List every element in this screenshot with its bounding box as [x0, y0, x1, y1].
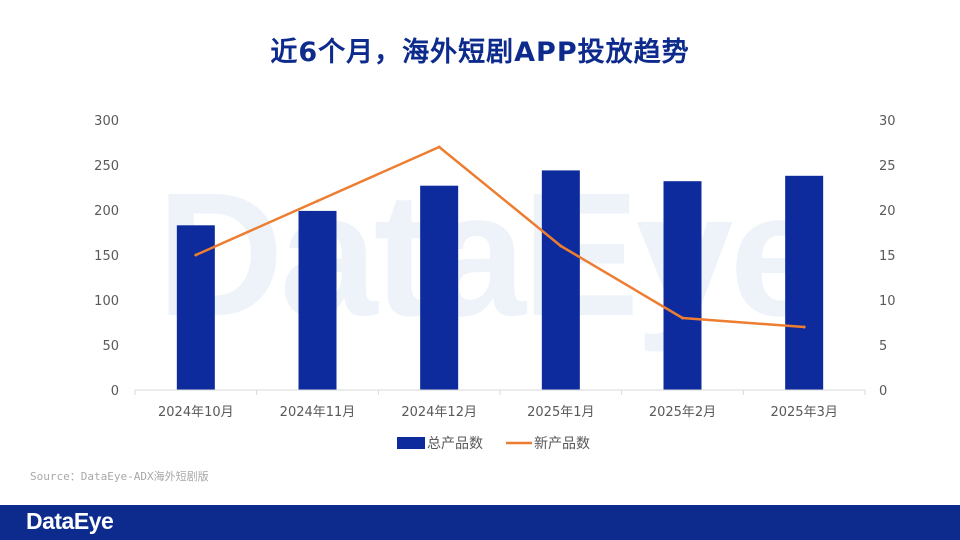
left-tick-label: 200 — [94, 204, 119, 219]
right-tick-label: 20 — [879, 204, 896, 219]
right-tick-label: 5 — [879, 339, 887, 354]
source-note: Source：DataEye-ADX海外短剧版 — [30, 470, 209, 483]
left-tick-label: 250 — [94, 159, 119, 174]
bar-2 — [298, 210, 337, 390]
right-tick-label: 15 — [879, 249, 896, 264]
left-axis-ticks: 0 50 100 150 200 250 300 — [94, 114, 119, 399]
left-tick-label: 50 — [102, 339, 119, 354]
line-series-new-products — [195, 145, 805, 329]
line-point-5 — [681, 316, 684, 320]
right-tick-label: 0 — [879, 384, 887, 399]
x-tick-label: 2025年2月 — [649, 405, 716, 420]
bars-layer — [176, 170, 824, 390]
bar-1 — [176, 225, 215, 390]
bar-4 — [541, 170, 580, 390]
left-tick-label: 300 — [94, 114, 119, 129]
right-axis-ticks: 0 5 10 15 20 25 30 — [879, 114, 896, 399]
line-point-1 — [194, 253, 198, 257]
x-tick-label: 2025年1月 — [527, 405, 594, 420]
right-tick-label: 30 — [879, 114, 896, 129]
line-point-2 — [316, 199, 319, 203]
x-axis-ticks: 2024年10月 2024年11月 2024年12月 2025年1月 2025年2月 20… — [134, 390, 866, 420]
x-tick-label: 2024年10月 — [158, 405, 234, 420]
x-tick-label: 2024年12月 — [401, 405, 477, 420]
right-tick-label: 25 — [879, 159, 896, 174]
left-tick-label: 100 — [94, 294, 119, 309]
footer-logo: DataEye — [26, 508, 114, 534]
legend-label-total: 总产品数 — [427, 436, 483, 452]
bar-5 — [663, 181, 702, 390]
watermark: DataEye — [156, 157, 828, 353]
page-title: 近6个月，海外短剧APP投放趋势 — [270, 37, 690, 68]
legend: 总产品数 新产品数 — [397, 436, 590, 452]
line-point-6 — [802, 325, 806, 329]
legend-bar-swatch — [397, 437, 425, 449]
left-tick-label: 0 — [111, 384, 119, 399]
x-tick-label: 2025年3月 — [770, 405, 837, 420]
line-point-3 — [437, 145, 441, 149]
bar-6 — [785, 175, 824, 390]
left-tick-label: 150 — [94, 249, 119, 264]
bar-3 — [420, 185, 459, 390]
legend-label-new: 新产品数 — [534, 436, 590, 452]
line-point-4 — [559, 244, 563, 248]
line-layer — [194, 145, 806, 329]
footer-bar: DataEye — [0, 505, 960, 540]
x-tick-label: 2024年11月 — [280, 405, 356, 420]
right-tick-label: 10 — [879, 294, 896, 309]
